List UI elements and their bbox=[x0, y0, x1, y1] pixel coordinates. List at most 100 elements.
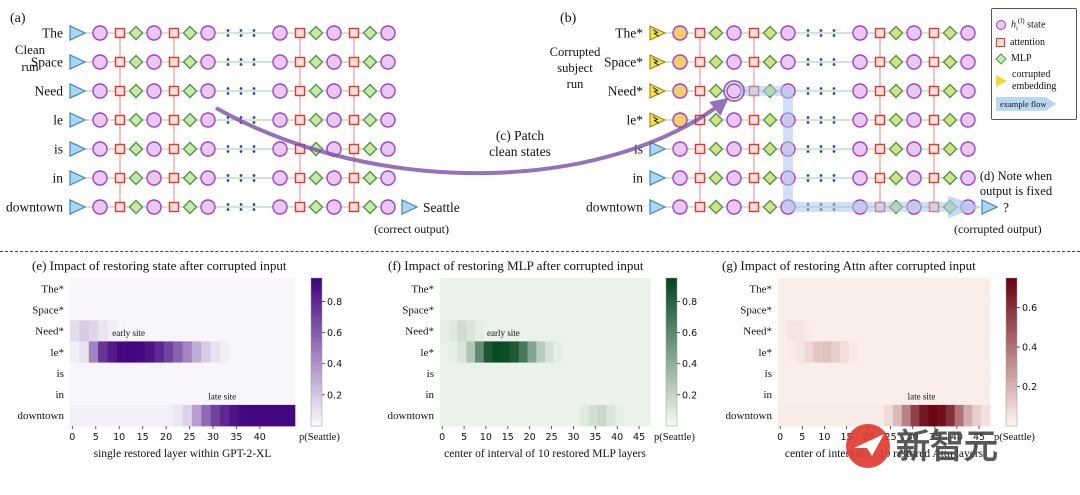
svg-text:(corrupted output): (corrupted output) bbox=[954, 222, 1042, 236]
svg-text:40: 40 bbox=[254, 432, 266, 443]
svg-text:Need*: Need* bbox=[608, 84, 643, 99]
svg-text:10: 10 bbox=[480, 432, 492, 443]
legend-corrupted-label: corrupted embedding bbox=[1012, 68, 1057, 92]
svg-text:The*: The* bbox=[615, 26, 643, 41]
svg-text:15: 15 bbox=[137, 432, 149, 443]
heatmap-f-title: (f) Impact of restoring MLP after corrup… bbox=[388, 258, 644, 273]
svg-text:is: is bbox=[54, 142, 63, 157]
heatmap-e-title: (e) Impact of restoring state after corr… bbox=[32, 258, 287, 273]
svg-text:(b): (b) bbox=[560, 11, 577, 26]
svg-text:is: is bbox=[57, 368, 64, 380]
heatmap-f-plot: The* Space* Need* le* is in downtown 0 5 10 15 20 25… bbox=[388, 277, 697, 460]
svg-text:?: ? bbox=[1003, 200, 1009, 215]
svg-text:Space: Space bbox=[31, 55, 63, 70]
svg-text:Space*: Space* bbox=[32, 305, 64, 317]
svg-text:le*: le* bbox=[51, 347, 64, 359]
heatmap-g-panel: (g) Impact of restoring Attn after corru… bbox=[716, 258, 1076, 473]
svg-text:0: 0 bbox=[69, 432, 75, 443]
svg-text:(a): (a) bbox=[10, 11, 26, 26]
legend-mlp-label: MLP bbox=[1011, 52, 1032, 64]
svg-text:in: in bbox=[763, 389, 772, 401]
svg-text:30: 30 bbox=[567, 432, 579, 443]
svg-text:downtown: downtown bbox=[388, 410, 435, 422]
svg-text:0.4: 0.4 bbox=[682, 359, 697, 370]
svg-text:15: 15 bbox=[840, 432, 852, 443]
svg-text:The*: The* bbox=[749, 283, 772, 295]
svg-text:0.6: 0.6 bbox=[682, 328, 697, 339]
svg-text:35: 35 bbox=[589, 432, 601, 443]
svg-text:45: 45 bbox=[633, 432, 645, 443]
svg-text:15: 15 bbox=[502, 432, 514, 443]
svg-text:0.4: 0.4 bbox=[327, 359, 342, 370]
svg-text:40: 40 bbox=[951, 432, 963, 443]
svg-text:0: 0 bbox=[777, 432, 783, 443]
svg-text:is: is bbox=[427, 368, 434, 380]
svg-text:10: 10 bbox=[818, 432, 830, 443]
heatmap-e-panel: (e) Impact of restoring state after corr… bbox=[8, 258, 374, 473]
svg-text:25: 25 bbox=[546, 432, 558, 443]
svg-text:p(Seattle): p(Seattle) bbox=[994, 432, 1035, 443]
svg-text:downtown: downtown bbox=[18, 410, 65, 422]
svg-text:10: 10 bbox=[113, 432, 125, 443]
svg-text:le: le bbox=[53, 113, 63, 128]
svg-text:0: 0 bbox=[439, 432, 445, 443]
svg-text:downtown: downtown bbox=[586, 200, 643, 215]
svg-text:Need*: Need* bbox=[35, 326, 64, 338]
svg-text:0.8: 0.8 bbox=[682, 297, 697, 308]
corrupted-embedding-icon bbox=[996, 74, 1007, 87]
watermark: 新智元 bbox=[846, 424, 998, 468]
svg-text:late site: late site bbox=[908, 392, 936, 402]
svg-text:in: in bbox=[632, 171, 643, 186]
svg-text:Seattle: Seattle bbox=[423, 200, 460, 215]
legend-item-corrupted: corrupted embedding bbox=[996, 69, 1072, 93]
legend-item-mlp: MLP bbox=[995, 52, 1072, 65]
svg-text:0.2: 0.2 bbox=[1022, 382, 1037, 393]
svg-text:output is fixed: output is fixed bbox=[980, 184, 1053, 198]
svg-text:0.2: 0.2 bbox=[327, 390, 342, 401]
svg-text:is: is bbox=[765, 368, 772, 380]
svg-text:run: run bbox=[567, 77, 584, 91]
svg-text:Clean: Clean bbox=[15, 42, 46, 57]
svg-text:20: 20 bbox=[160, 432, 172, 443]
svg-text:45: 45 bbox=[973, 432, 985, 443]
state-circle-icon bbox=[996, 19, 1006, 30]
legend: hi(l) state attention MLP corrupted embe… bbox=[991, 8, 1077, 120]
heatmap-e-plot: The* Space* Need* le* is in downtown 0 5 10 15 20 25… bbox=[18, 277, 342, 460]
svg-text:Space*: Space* bbox=[604, 55, 643, 70]
legend-attention-label: attention bbox=[1010, 36, 1045, 48]
svg-text:early site: early site bbox=[487, 328, 520, 338]
svg-text:p(Seattle): p(Seattle) bbox=[299, 432, 340, 443]
svg-text:The*: The* bbox=[41, 283, 64, 295]
svg-text:p(Seattle): p(Seattle) bbox=[654, 432, 695, 443]
svg-text:25: 25 bbox=[183, 432, 195, 443]
svg-text:(c) Patch: (c) Patch bbox=[496, 128, 545, 143]
svg-text:0.8: 0.8 bbox=[327, 297, 342, 308]
svg-text:5: 5 bbox=[93, 432, 99, 443]
svg-text:30: 30 bbox=[907, 432, 919, 443]
svg-text:single restored layer within G: single restored layer within GPT-2-XL bbox=[94, 448, 272, 460]
svg-text:Space*: Space* bbox=[740, 305, 772, 317]
svg-text:0.4: 0.4 bbox=[1022, 343, 1037, 354]
svg-text:late site: late site bbox=[208, 392, 236, 402]
svg-text:in: in bbox=[55, 389, 64, 401]
svg-text:Corrupted: Corrupted bbox=[550, 45, 601, 59]
svg-text:le*: le* bbox=[627, 113, 644, 128]
svg-text:Need: Need bbox=[35, 84, 64, 99]
svg-text:run: run bbox=[21, 59, 39, 74]
svg-text:downtown: downtown bbox=[6, 200, 63, 215]
svg-text:center of interval of 10 resto: center of interval of 10 restored MLP la… bbox=[444, 448, 646, 460]
svg-text:Space*: Space* bbox=[402, 305, 434, 317]
svg-text:clean states: clean states bbox=[489, 144, 551, 159]
svg-text:40: 40 bbox=[611, 432, 623, 443]
svg-text:5: 5 bbox=[799, 432, 805, 443]
svg-text:in: in bbox=[425, 389, 434, 401]
svg-text:in: in bbox=[52, 171, 63, 186]
svg-text:35: 35 bbox=[230, 432, 242, 443]
svg-text:subject: subject bbox=[557, 61, 593, 75]
svg-text:Need*: Need* bbox=[405, 326, 434, 338]
svg-text:The*: The* bbox=[411, 283, 434, 295]
legend-state-label: hi(l) state bbox=[1011, 17, 1046, 33]
svg-text:The: The bbox=[42, 26, 63, 41]
heatmap-f-panel: (f) Impact of restoring MLP after corrup… bbox=[378, 258, 714, 473]
